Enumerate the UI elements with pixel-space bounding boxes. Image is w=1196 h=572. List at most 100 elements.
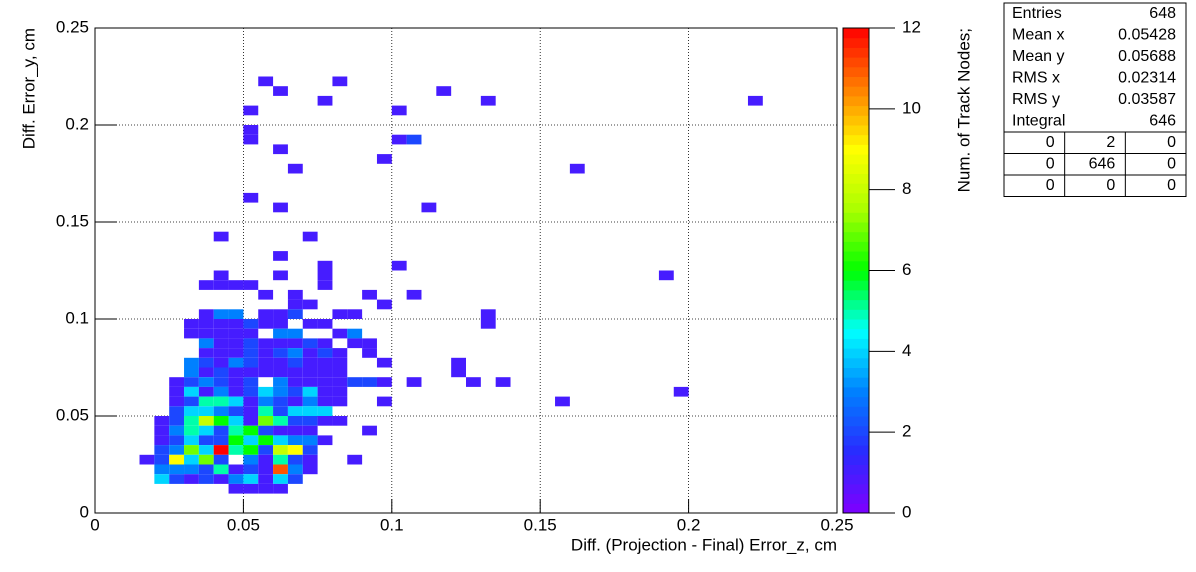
cell (317, 348, 333, 358)
cell (287, 367, 303, 378)
cell (273, 328, 288, 339)
cell (287, 163, 303, 174)
colorbar-band (843, 454, 869, 465)
cell (317, 367, 333, 378)
z-tick-label: 4 (902, 341, 911, 360)
cell (287, 357, 303, 368)
cell (287, 435, 303, 446)
cell (347, 454, 363, 465)
cell (391, 134, 407, 145)
cell (391, 105, 407, 116)
cell (228, 386, 244, 397)
colorbar-band (843, 212, 869, 223)
y-tick-label: 0 (80, 502, 89, 521)
cell (154, 474, 170, 484)
cell (273, 348, 288, 358)
cell (228, 367, 244, 378)
cell (213, 425, 229, 436)
colorbar-band (843, 464, 869, 475)
cell (302, 319, 318, 329)
colorbar-band (843, 396, 869, 407)
stats-cell: 646 (1089, 155, 1116, 172)
cell (184, 464, 199, 475)
colorbar-band (843, 37, 869, 48)
stats-value: 648 (1149, 5, 1176, 22)
cell (376, 299, 392, 310)
cell (169, 406, 185, 416)
cell (317, 260, 333, 271)
cell (198, 319, 214, 329)
cell (302, 348, 318, 358)
colorbar-band (843, 270, 869, 281)
cell (198, 357, 214, 368)
cell (362, 348, 377, 358)
cell (198, 348, 214, 358)
cell (480, 95, 496, 106)
y-tick-label: 0.15 (56, 211, 89, 230)
colorbar-band (843, 435, 869, 446)
cell (302, 454, 318, 465)
colorbar-band (843, 192, 869, 204)
cell (258, 416, 274, 426)
cell (273, 309, 288, 319)
cell (154, 445, 170, 455)
cell (480, 309, 496, 319)
cell (273, 454, 288, 465)
cell (184, 445, 199, 455)
y-axis-title: Diff. Error_y, cm (19, 28, 38, 149)
colorbar-band (843, 377, 869, 388)
cell (228, 464, 244, 475)
cell (243, 445, 259, 455)
colorbar-band (843, 231, 869, 242)
colorbar-band (843, 493, 869, 504)
cell (228, 357, 244, 368)
cell (362, 289, 377, 300)
cell (317, 377, 333, 387)
cell (154, 416, 170, 426)
colorbar-band (843, 95, 869, 107)
stats-label: Entries (1012, 5, 1062, 22)
z-tick-label: 8 (902, 179, 911, 198)
colorbar-band (843, 425, 869, 436)
cell (317, 280, 333, 290)
cell (480, 319, 496, 329)
cell (287, 348, 303, 358)
cell (555, 396, 570, 407)
cell (243, 280, 259, 290)
cell (332, 377, 348, 387)
cell (184, 396, 199, 407)
cell (273, 86, 288, 96)
x-tick-label: 0 (90, 515, 99, 534)
cell (213, 396, 229, 407)
cell (213, 454, 229, 465)
cell (451, 357, 466, 368)
cell (376, 396, 392, 407)
cell (747, 95, 763, 106)
cell (421, 202, 437, 213)
cell (658, 270, 674, 281)
y-tick-label: 0.2 (65, 114, 89, 133)
colorbar-band (843, 299, 869, 310)
cell (213, 474, 229, 484)
cell (258, 445, 274, 455)
colorbar-band (843, 280, 869, 291)
cell (228, 396, 244, 407)
cell (287, 425, 303, 436)
cell (376, 377, 392, 387)
cell (258, 435, 274, 446)
colorbar-band (843, 367, 869, 378)
cell (258, 474, 274, 484)
cell (332, 76, 348, 87)
cell (317, 416, 333, 426)
cell (273, 338, 288, 349)
cell (362, 425, 377, 436)
cell (332, 367, 348, 378)
cell (258, 348, 274, 358)
cell (273, 319, 288, 329)
cell (332, 396, 348, 407)
cell (198, 474, 214, 484)
cell (243, 386, 259, 397)
cell (243, 348, 259, 358)
cell (258, 425, 274, 436)
cell (287, 338, 303, 349)
